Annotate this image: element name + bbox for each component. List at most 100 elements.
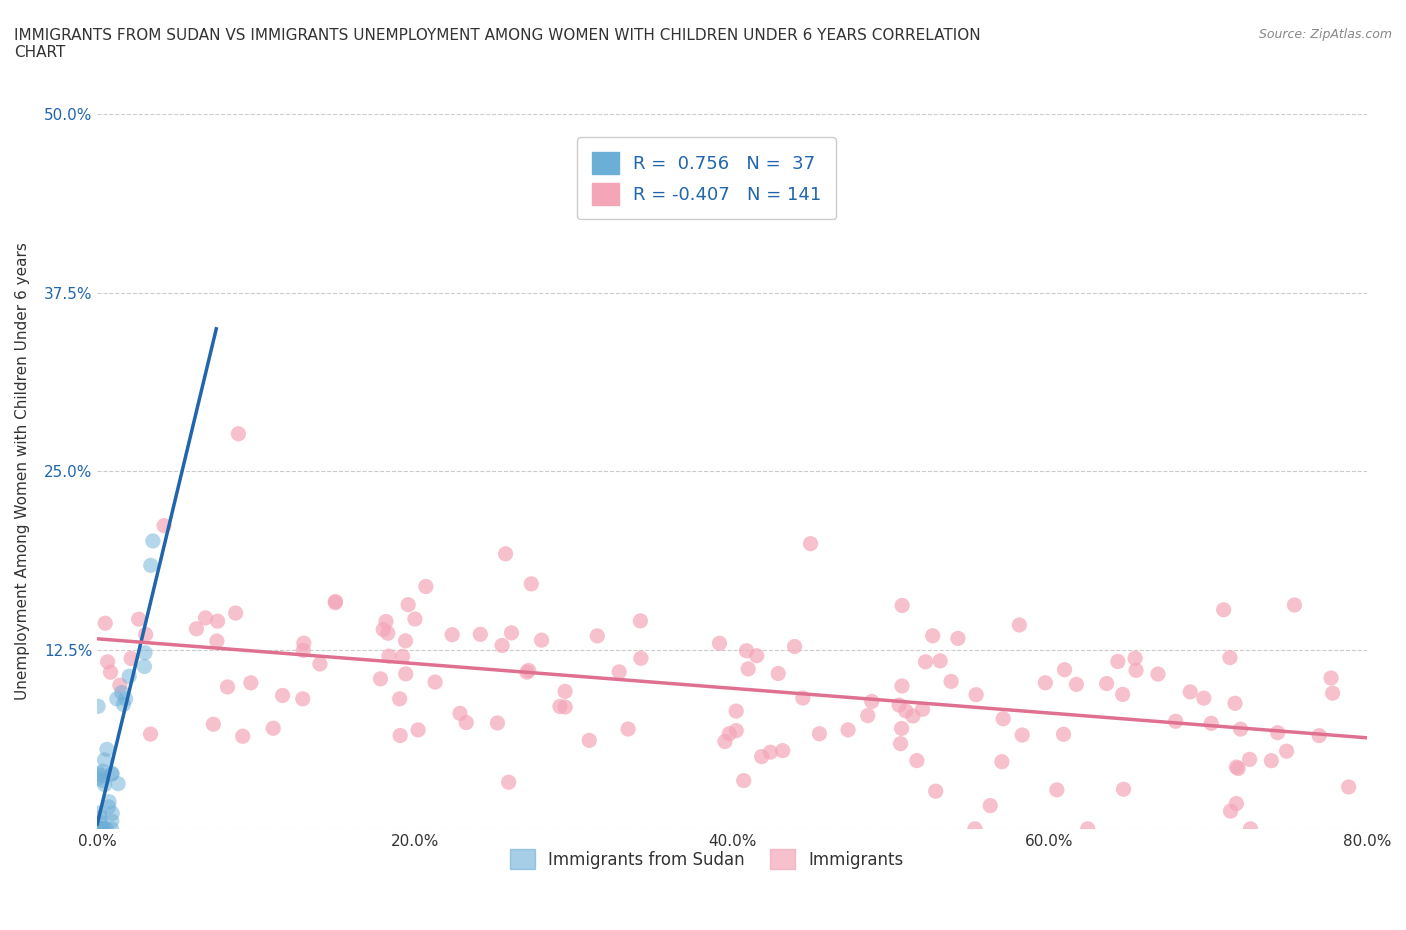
Point: [630, 651, 652, 666]
Point: [799, 537, 821, 551]
Point: [905, 753, 928, 768]
Point: [1219, 804, 1241, 818]
Point: [375, 614, 398, 629]
Point: [783, 639, 806, 654]
Point: [714, 734, 737, 749]
Point: [891, 598, 914, 613]
Point: [1035, 675, 1057, 690]
Point: [792, 691, 814, 706]
Point: [107, 777, 129, 791]
Point: [737, 661, 759, 676]
Point: [101, 806, 124, 821]
Point: [232, 729, 254, 744]
Point: [202, 717, 225, 732]
Legend: Immigrants from Sudan, Immigrants: Immigrants from Sudan, Immigrants: [502, 841, 911, 878]
Point: [586, 629, 609, 644]
Point: [1229, 722, 1251, 737]
Point: [751, 750, 773, 764]
Point: [808, 726, 831, 741]
Point: [1066, 677, 1088, 692]
Point: [939, 674, 962, 689]
Point: [1225, 796, 1247, 811]
Point: [89, 805, 111, 820]
Point: [142, 534, 165, 549]
Point: [194, 610, 217, 625]
Point: [135, 627, 157, 642]
Point: [1192, 691, 1215, 706]
Point: [491, 638, 513, 653]
Point: [470, 627, 492, 642]
Point: [239, 675, 262, 690]
Point: [578, 733, 600, 748]
Point: [378, 648, 401, 663]
Point: [89, 821, 111, 836]
Point: [1052, 727, 1074, 742]
Point: [91, 764, 114, 778]
Point: [128, 612, 150, 627]
Point: [1053, 662, 1076, 677]
Point: [111, 685, 134, 700]
Point: [735, 644, 758, 658]
Point: [745, 648, 768, 663]
Point: [441, 627, 464, 642]
Point: [108, 678, 131, 693]
Point: [325, 594, 347, 609]
Point: [718, 726, 741, 741]
Point: [94, 616, 117, 631]
Point: [100, 821, 122, 836]
Point: [97, 800, 120, 815]
Point: [894, 703, 917, 718]
Point: [101, 765, 124, 780]
Point: [965, 687, 987, 702]
Point: [887, 698, 910, 712]
Point: [929, 654, 952, 669]
Point: [89, 810, 111, 825]
Point: [87, 771, 110, 786]
Point: [91, 821, 114, 836]
Point: [901, 709, 924, 724]
Point: [1308, 728, 1330, 743]
Point: [292, 643, 315, 658]
Point: [501, 626, 523, 641]
Point: [134, 645, 156, 660]
Point: [607, 664, 630, 679]
Point: [395, 667, 418, 682]
Point: [991, 754, 1014, 769]
Point: [309, 657, 332, 671]
Point: [1125, 663, 1147, 678]
Point: [97, 655, 120, 670]
Point: [733, 773, 755, 788]
Point: [205, 633, 228, 648]
Point: [262, 721, 284, 736]
Point: [890, 721, 912, 736]
Point: [1227, 761, 1250, 776]
Point: [548, 699, 571, 714]
Point: [153, 518, 176, 533]
Point: [725, 724, 748, 738]
Point: [1112, 782, 1135, 797]
Point: [225, 605, 247, 620]
Point: [377, 626, 399, 641]
Point: [766, 666, 789, 681]
Point: [1111, 687, 1133, 702]
Point: [89, 821, 111, 836]
Point: [1212, 603, 1234, 618]
Point: [725, 704, 748, 719]
Point: [520, 577, 543, 591]
Point: [391, 649, 413, 664]
Point: [1223, 696, 1246, 711]
Point: [105, 691, 128, 706]
Point: [963, 821, 986, 836]
Point: [388, 691, 411, 706]
Point: [1320, 671, 1343, 685]
Point: [87, 698, 110, 713]
Point: [217, 680, 239, 695]
Point: [1147, 667, 1170, 682]
Point: [404, 612, 426, 627]
Point: [87, 766, 110, 781]
Point: [486, 715, 509, 730]
Point: [96, 742, 118, 757]
Point: [946, 631, 969, 645]
Point: [498, 775, 520, 790]
Point: [134, 659, 156, 674]
